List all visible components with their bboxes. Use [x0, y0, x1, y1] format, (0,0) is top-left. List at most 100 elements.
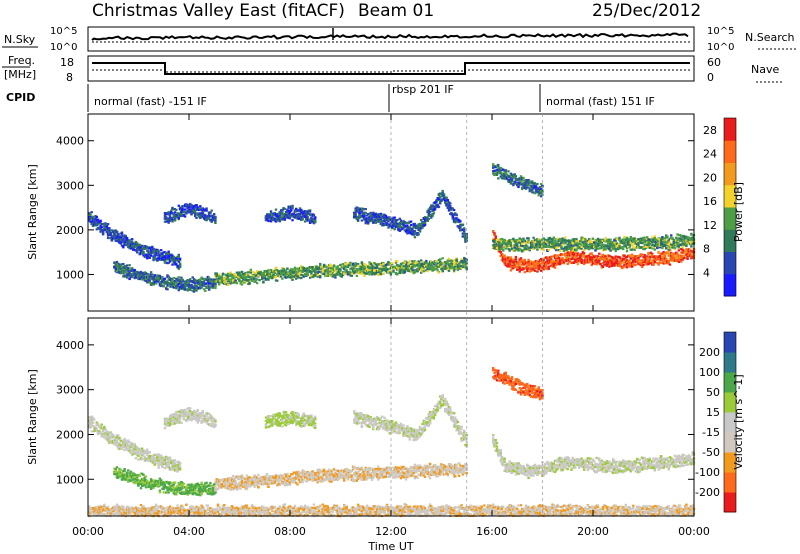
echo-cell: [369, 214, 372, 217]
echo-cell: [532, 266, 535, 269]
echo-cell: [284, 215, 288, 219]
echo-cell: [319, 264, 322, 267]
echo-cell: [314, 268, 317, 271]
echo-cell: [249, 279, 252, 282]
echo-cell: [505, 242, 509, 245]
echo-cell: [399, 262, 403, 265]
echo-cell: [618, 256, 621, 259]
echo-cell: [286, 214, 289, 217]
echo-cell: [629, 248, 632, 251]
echo-cell: [420, 265, 423, 268]
echo-cell: [298, 210, 302, 213]
echo-cell: [189, 209, 192, 212]
echo-cell: [493, 239, 496, 242]
echo-cell: [354, 265, 357, 268]
echo-cell: [300, 217, 303, 220]
echo-cell: [567, 239, 571, 242]
echo-cell: [211, 278, 215, 281]
echo-cell: [235, 274, 239, 277]
echo-cell: [204, 218, 207, 221]
echo-cell: [569, 246, 572, 249]
echo-cell: [151, 276, 154, 279]
echo-cell: [269, 268, 273, 272]
echo-cell: [417, 260, 420, 263]
echo-cell: [673, 259, 677, 262]
echo-cell: [225, 283, 228, 286]
echo-cell: [254, 274, 257, 277]
echo-cell: [173, 208, 177, 211]
echo-cell: [681, 258, 684, 261]
echo-cell: [96, 226, 100, 229]
echo-cell: [176, 216, 179, 219]
echo-cell: [580, 245, 583, 248]
echo-cell: [629, 261, 632, 264]
echo-cell: [379, 271, 382, 274]
echo-cell: [142, 250, 145, 253]
echo-cell: [611, 248, 615, 251]
echo-cell: [556, 237, 559, 240]
echo-cell: [147, 255, 150, 258]
echo-cell: [339, 269, 342, 272]
echo-cell: [628, 255, 631, 258]
echo-cell: [344, 263, 347, 266]
echo-cell: [364, 263, 367, 267]
echo-cell: [604, 248, 607, 251]
echo-cell: [319, 275, 322, 278]
echo-cell: [521, 268, 524, 271]
echo-cell: [603, 259, 606, 262]
echo-cell: [218, 283, 221, 286]
echo-cell: [399, 271, 403, 274]
echo-cell: [431, 209, 434, 212]
echo-cell: [427, 264, 430, 267]
echo-cell: [518, 245, 521, 248]
echo-cell: [643, 258, 646, 261]
echo-cell: [423, 220, 427, 223]
echo-cell: [157, 274, 160, 277]
echo-cell: [340, 264, 343, 267]
echo-cell: [407, 230, 410, 233]
echo-cell: [575, 242, 578, 246]
echo-cell: [545, 242, 548, 245]
echo-cell: [211, 216, 215, 219]
echo-cell: [378, 219, 381, 223]
echo-cell: [657, 258, 660, 261]
echo-cell: [613, 245, 616, 248]
echo-cell: [440, 262, 443, 265]
echo-cell: [630, 248, 634, 251]
echo-cell: [367, 222, 370, 225]
echo-cell: [108, 231, 111, 234]
echo-cell: [308, 270, 312, 273]
echo-cell: [403, 271, 406, 274]
echo-cell: [375, 216, 379, 219]
echo-cell: [157, 279, 160, 282]
echo-cell: [399, 219, 403, 222]
echo-cell: [216, 280, 220, 283]
echo-cell: [672, 259, 675, 262]
echo-cell: [404, 228, 408, 231]
echo-cell: [359, 271, 362, 274]
echo-cell: [570, 244, 573, 247]
echo-cell: [572, 254, 576, 257]
echo-cell: [178, 257, 182, 260]
echo-cell: [235, 271, 239, 274]
echo-cell: [101, 230, 105, 234]
echo-cell: [303, 214, 307, 217]
echo-cell: [104, 227, 107, 230]
echo-cell: [435, 199, 438, 202]
echo-cell: [672, 253, 675, 256]
echo-cell: [279, 275, 283, 278]
echo-cell: [450, 211, 453, 215]
echo-cell: [521, 259, 524, 262]
echo-cell: [178, 279, 182, 282]
echo-cell: [176, 213, 179, 216]
echo-cell: [364, 266, 367, 269]
echo-cell: [561, 237, 564, 240]
echo-cell: [240, 270, 244, 273]
echo-cell: [437, 271, 441, 274]
echo-cell: [509, 256, 513, 259]
echo-cell: [637, 262, 640, 265]
echo-cell: [353, 271, 356, 274]
echo-cell: [225, 274, 228, 277]
echo-cell: [537, 262, 540, 265]
